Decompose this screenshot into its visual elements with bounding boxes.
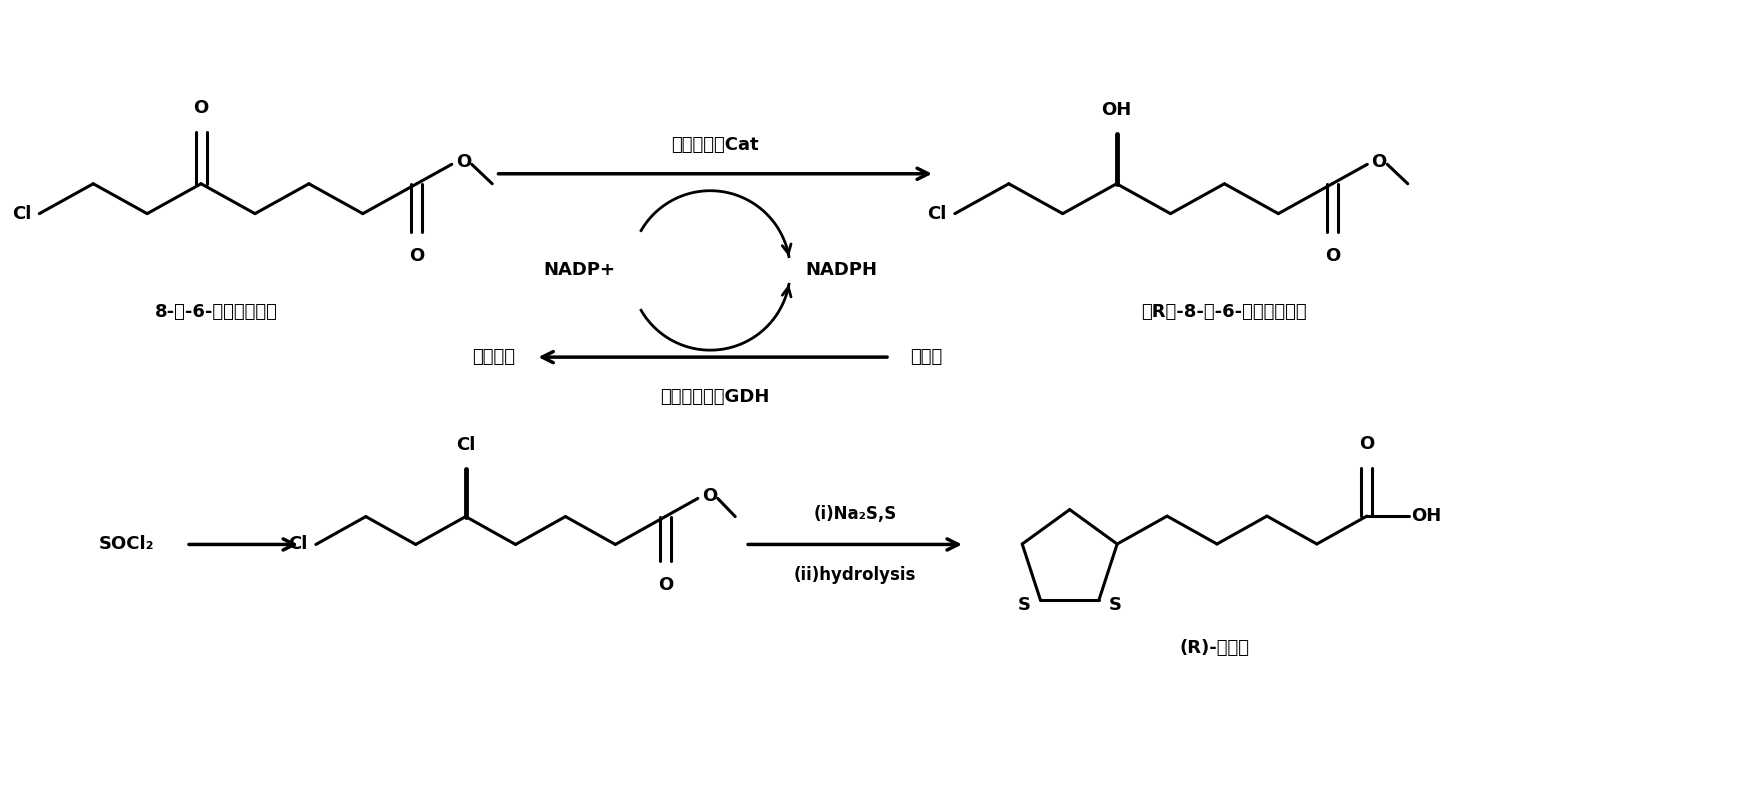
- Text: (i)Na₂S,S: (i)Na₂S,S: [813, 505, 896, 523]
- Text: S: S: [1108, 596, 1122, 614]
- Text: O: O: [1370, 153, 1386, 171]
- Text: O: O: [455, 153, 471, 171]
- Text: S: S: [1018, 596, 1030, 614]
- Text: Cl: Cl: [455, 436, 476, 454]
- Text: Cl: Cl: [288, 535, 307, 553]
- Text: NADP+: NADP+: [544, 261, 615, 279]
- Text: SOCl₂: SOCl₂: [99, 535, 155, 553]
- Text: 葡萄糖脱氢酶GDH: 葡萄糖脱氢酶GDH: [660, 388, 769, 406]
- Text: （R）-8-氯-6-羟基辛酸乙酯: （R）-8-氯-6-羟基辛酸乙酯: [1141, 303, 1308, 321]
- Text: 葡萄糖: 葡萄糖: [910, 348, 941, 366]
- Text: O: O: [1325, 246, 1339, 265]
- Text: NADPH: NADPH: [806, 261, 877, 279]
- Text: 8-氯-6-氧代辛酸乙酯: 8-氯-6-氧代辛酸乙酯: [155, 303, 278, 321]
- Text: O: O: [702, 487, 717, 506]
- Text: Cl: Cl: [12, 205, 31, 223]
- Text: O: O: [193, 99, 208, 117]
- Text: 葡萄糖酸: 葡萄糖酸: [472, 348, 516, 366]
- Text: OH: OH: [1101, 101, 1133, 119]
- Text: 羰基还原酶Cat: 羰基还原酶Cat: [672, 136, 759, 154]
- Text: O: O: [410, 246, 424, 265]
- Text: O: O: [1358, 436, 1374, 453]
- Text: Cl: Cl: [928, 205, 947, 223]
- Text: (R)-硫辛酸: (R)-硫辛酸: [1179, 639, 1249, 657]
- Text: (ii)hydrolysis: (ii)hydrolysis: [794, 567, 915, 584]
- Text: OH: OH: [1410, 507, 1442, 525]
- Text: O: O: [658, 576, 672, 594]
